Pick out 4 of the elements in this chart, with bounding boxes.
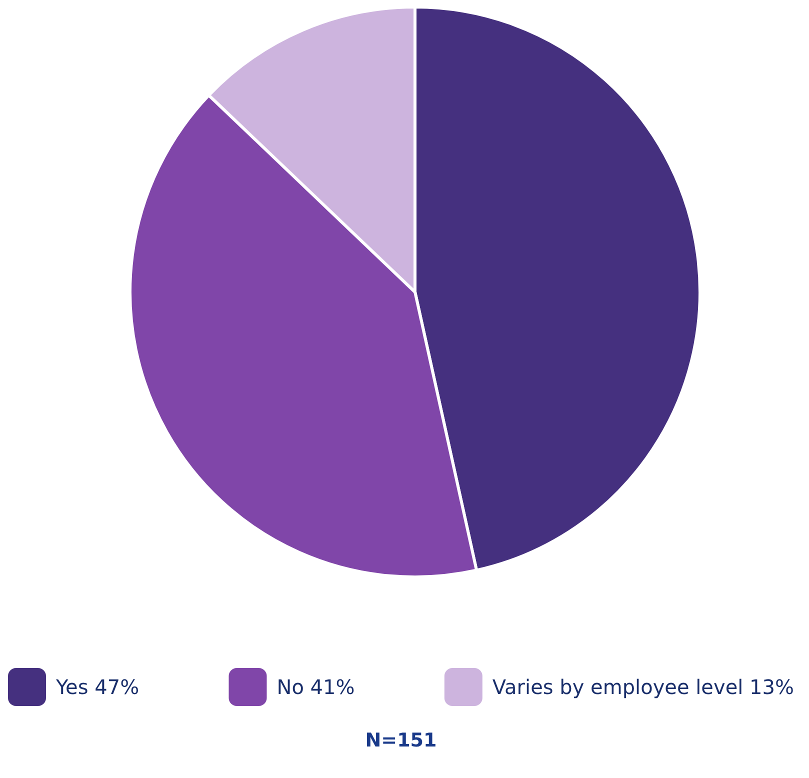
text: N=151 bbox=[365, 730, 437, 752]
legend-label: No 41% bbox=[276, 675, 355, 699]
legend-label: Yes 47% bbox=[55, 675, 140, 699]
legend-label: Varies by employee level 13% bbox=[492, 675, 794, 699]
